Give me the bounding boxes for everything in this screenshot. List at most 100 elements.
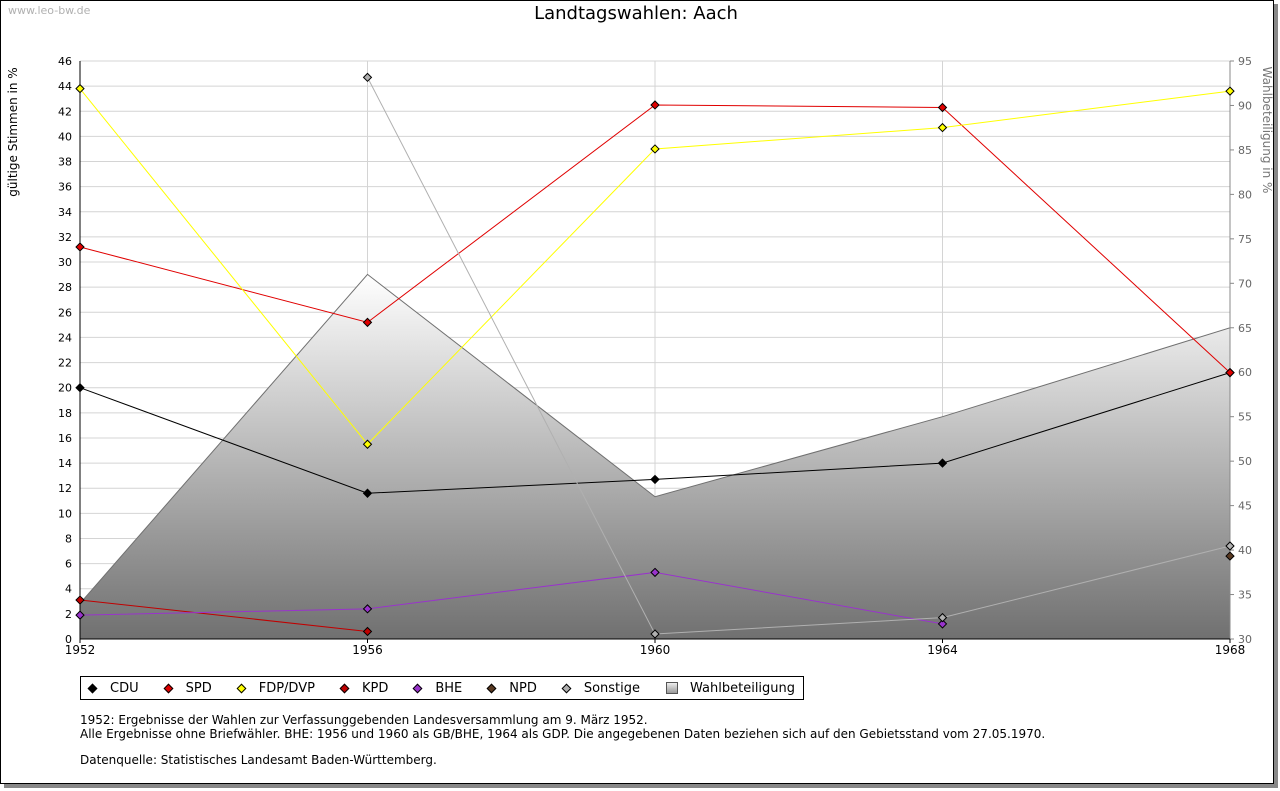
y-tick-label: 44 <box>58 80 72 93</box>
legend-marker <box>339 683 350 693</box>
legend-label: BHE <box>435 680 463 696</box>
y-tick-label: 28 <box>58 281 72 294</box>
y-tick-label: 20 <box>58 382 72 395</box>
x-tick-label: 1956 <box>352 643 383 657</box>
y-tick-label: 34 <box>58 206 72 219</box>
data-point <box>1225 86 1235 96</box>
y-tick-label: 10 <box>58 507 72 520</box>
y2-tick-label: 75 <box>1238 233 1252 246</box>
x-tick-label: 1952 <box>65 643 96 657</box>
legend-item: NPD <box>486 680 537 696</box>
y-tick-label: 18 <box>58 407 72 420</box>
data-point <box>75 83 85 94</box>
y-tick-label: 2 <box>65 608 72 621</box>
data-point <box>362 604 373 614</box>
data-point <box>650 474 660 485</box>
legend-item: BHE <box>412 680 463 696</box>
legend-label: FDP/DVP <box>258 680 315 696</box>
x-tick-label: 1964 <box>927 643 958 657</box>
y2-axis-title: Wahlbeteiligung in % <box>1260 67 1274 194</box>
legend-label: NPD <box>509 680 537 696</box>
data-point <box>1225 551 1235 561</box>
y-tick-label: 22 <box>58 357 72 370</box>
data-point <box>650 144 660 154</box>
y-tick-label: 38 <box>58 156 72 169</box>
y-tick-label: 0 <box>65 633 72 646</box>
legend: CDU SPD FDP/DVP KPD BHE NPD Sonstige Wahlbeteil… <box>80 676 805 700</box>
legend-marker <box>412 683 423 693</box>
data-point <box>362 626 373 637</box>
x-tick-label: 1968 <box>1215 643 1246 657</box>
y-axis-title: gültige Stimmen in % <box>6 67 20 196</box>
y2-tick-label: 55 <box>1238 411 1252 424</box>
y-tick-label: 42 <box>58 105 72 118</box>
footnote-2: Alle Ergebnisse ohne Briefwähler. BHE: 1… <box>80 727 1046 741</box>
data-point <box>1225 541 1235 551</box>
y2-tick-label: 80 <box>1238 188 1252 201</box>
y-tick-label: 26 <box>58 306 72 319</box>
y-tick-label: 4 <box>65 583 72 596</box>
legend-area-swatch <box>666 682 679 694</box>
legend-label: Wahlbeteiligung <box>690 680 796 696</box>
legend-item: KPD <box>339 680 389 696</box>
y2-tick-label: 90 <box>1238 99 1252 112</box>
y-tick-label: 8 <box>65 532 72 545</box>
y-tick-label: 36 <box>58 181 72 194</box>
data-point <box>362 488 373 498</box>
y2-tick-label: 60 <box>1238 366 1252 379</box>
y2-tick-label: 95 <box>1238 55 1252 68</box>
watermark: www.leo-bw.de <box>8 4 91 17</box>
legend-marker <box>87 683 98 693</box>
footnotes: 1952: Ergebnisse der Wahlen zur Verfassu… <box>80 713 1045 767</box>
data-point <box>650 100 660 110</box>
y-tick-label: 30 <box>58 256 72 269</box>
data-point <box>937 122 948 133</box>
data-source: Datenquelle: Statistisches Landesamt Bad… <box>80 753 437 767</box>
y-tick-label: 16 <box>58 432 72 445</box>
data-point <box>75 610 85 620</box>
data-point <box>362 72 373 83</box>
y2-tick-label: 45 <box>1238 500 1252 513</box>
data-point <box>75 595 85 605</box>
y-tick-label: 6 <box>65 558 72 571</box>
y-tick-label: 14 <box>58 457 72 470</box>
footnote-1: 1952: Ergebnisse der Wahlen zur Verfassu… <box>80 713 648 727</box>
y2-tick-label: 70 <box>1238 277 1252 290</box>
legend-label: CDU <box>110 680 139 696</box>
legend-item: Wahlbeteiligung <box>666 681 795 696</box>
data-point <box>937 612 948 623</box>
y2-tick-label: 85 <box>1238 144 1252 157</box>
legend-item: FDP/DVP <box>236 680 315 696</box>
data-point <box>75 242 85 252</box>
y2-tick-label: 35 <box>1238 589 1252 602</box>
legend-item: Sonstige <box>561 680 641 696</box>
data-point <box>362 317 373 328</box>
y2-tick-label: 65 <box>1238 322 1252 335</box>
y-tick-label: 32 <box>58 231 72 244</box>
legend-marker <box>561 683 572 693</box>
legend-item: SPD <box>163 681 212 696</box>
legend-marker <box>163 683 174 693</box>
y-tick-label: 12 <box>58 482 72 495</box>
data-point <box>937 619 948 629</box>
legend-label: Sonstige <box>583 680 641 696</box>
series-line-kpd <box>79 599 368 632</box>
chart-title: Landtagswahlen: Aach <box>534 3 738 24</box>
y2-tick-label: 30 <box>1238 633 1252 646</box>
series-line-sonstige <box>367 77 1231 635</box>
y2-tick-label: 50 <box>1238 455 1252 468</box>
data-point <box>362 439 373 449</box>
legend-label: KPD <box>361 680 389 696</box>
y-tick-label: 46 <box>58 55 72 68</box>
data-point <box>650 567 660 578</box>
data-point <box>937 102 948 113</box>
x-tick-label: 1960 <box>640 643 671 657</box>
legend-marker <box>486 683 497 693</box>
data-point <box>75 382 85 393</box>
series-line-bhe <box>79 571 943 625</box>
data-point <box>937 458 948 468</box>
data-point <box>650 629 660 639</box>
data-point <box>1225 367 1235 378</box>
legend-item: CDU <box>87 680 139 696</box>
